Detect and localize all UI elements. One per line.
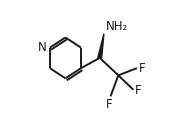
Polygon shape xyxy=(98,34,104,58)
Text: NH₂: NH₂ xyxy=(106,20,128,33)
Text: F: F xyxy=(106,98,113,111)
Text: F: F xyxy=(135,84,142,97)
Text: N: N xyxy=(38,41,47,54)
Text: F: F xyxy=(139,62,145,75)
